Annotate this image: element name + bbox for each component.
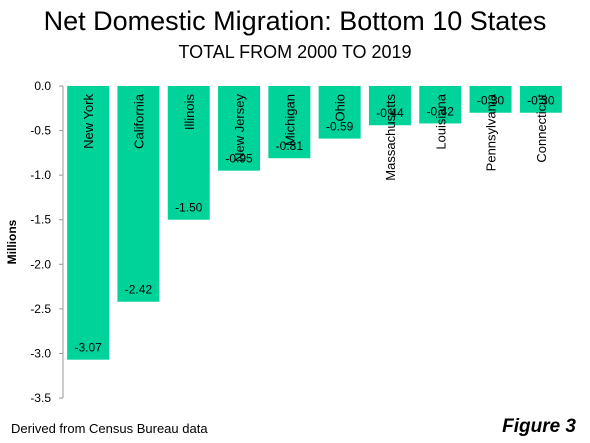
data-label: -2.42 xyxy=(125,283,153,297)
category-label: Ohio xyxy=(333,94,348,121)
y-tick-label: 0.0 xyxy=(34,79,51,93)
bar xyxy=(519,86,562,113)
data-label: -0.42 xyxy=(427,104,455,118)
chart-subtitle: TOTAL FROM 2000 TO 2019 xyxy=(178,42,412,62)
category-label: Connecticut xyxy=(534,94,549,163)
data-label: -0.59 xyxy=(326,120,354,134)
y-tick-label: -2.0 xyxy=(30,257,51,271)
bar xyxy=(318,86,361,139)
category-label: Illinois xyxy=(182,94,197,131)
data-label: -0.30 xyxy=(527,94,555,108)
data-label: -0.95 xyxy=(225,152,253,166)
data-label: -0.44 xyxy=(376,106,404,120)
bar xyxy=(117,86,160,302)
bar xyxy=(218,86,261,171)
category-label: New York xyxy=(81,94,96,149)
bar xyxy=(268,86,311,159)
category-label: California xyxy=(131,93,146,149)
bar xyxy=(368,86,411,126)
y-tick-label: -1.0 xyxy=(30,168,51,182)
category-label: Pennsylvania xyxy=(484,93,499,171)
data-label: -0.30 xyxy=(477,94,505,108)
category-label: Massachusetts xyxy=(383,94,398,181)
category-label: Louisiana xyxy=(433,93,448,149)
source-note: Derived from Census Bureau data xyxy=(11,421,208,436)
bar xyxy=(167,86,210,220)
category-label: Michigan xyxy=(282,94,297,146)
y-tick-label: -0.5 xyxy=(30,124,51,138)
category-label: New Jersey xyxy=(232,94,247,162)
bar xyxy=(419,86,462,124)
data-label: -1.50 xyxy=(175,201,203,215)
bar xyxy=(469,86,512,113)
y-tick-label: -3.0 xyxy=(30,346,51,360)
chart-title: Net Domestic Migration: Bottom 10 States xyxy=(43,6,547,36)
bar xyxy=(67,86,110,360)
data-label: -0.81 xyxy=(276,139,304,153)
y-tick-label: -1.5 xyxy=(30,213,51,227)
y-tick-label: -2.5 xyxy=(30,302,51,316)
data-label: -3.07 xyxy=(74,341,102,355)
y-axis-label: Millions xyxy=(5,219,19,264)
figure-label: Figure 3 xyxy=(502,416,576,437)
y-tick-label: -3.5 xyxy=(30,391,51,405)
